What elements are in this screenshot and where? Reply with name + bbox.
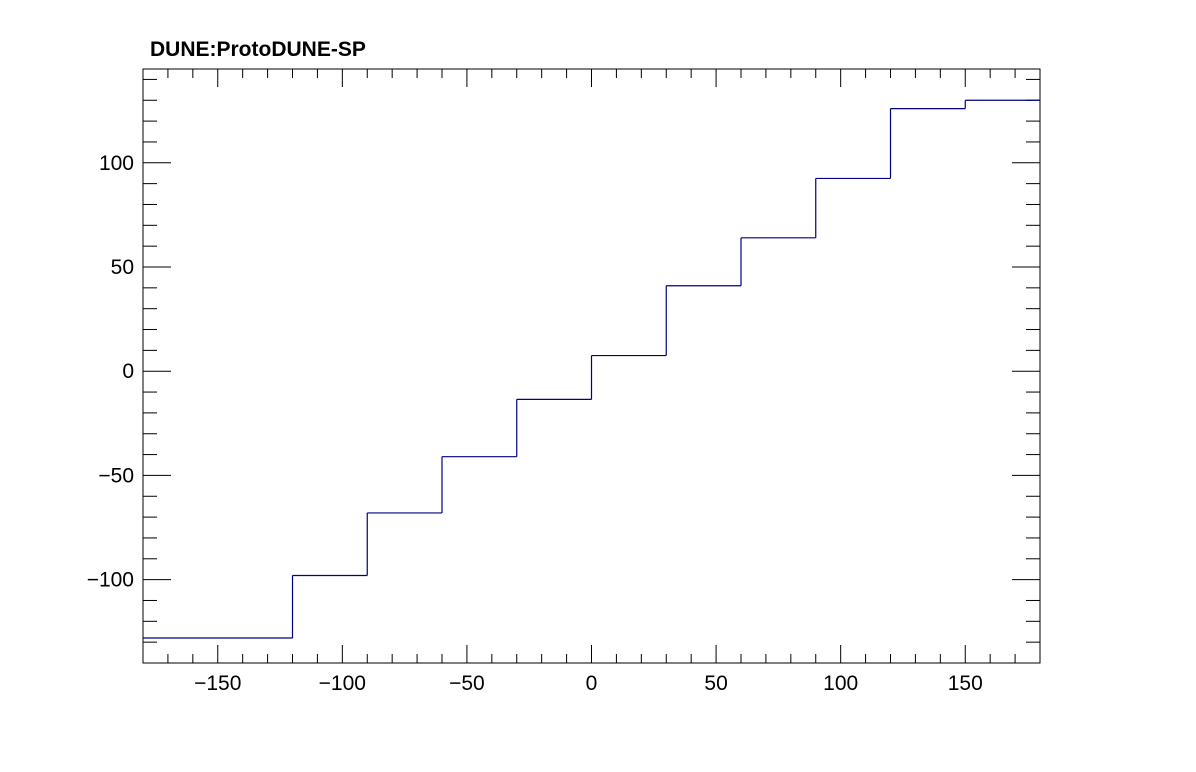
x-tick-label: −150 — [194, 672, 241, 695]
x-tick-label: 50 — [704, 672, 727, 695]
chart-title: DUNE:ProtoDUNE-SP — [150, 38, 366, 61]
tick-labels: −150 −100 −50 0 50 100 150 −100 −50 0 50 100 — [87, 152, 983, 695]
x-tick-label: 150 — [948, 672, 983, 695]
plot-frame — [142, 68, 1041, 664]
y-tick-label: 50 — [111, 256, 134, 279]
y-tick-label: 0 — [122, 360, 134, 383]
x-tick-label: 100 — [823, 672, 858, 695]
x-tick-label: −50 — [449, 672, 485, 695]
y-tick-label: 100 — [99, 152, 134, 175]
y-tick-label: −100 — [87, 569, 134, 592]
y-tick-label: −50 — [98, 464, 134, 487]
x-tick-label: −100 — [319, 672, 366, 695]
plot-series — [143, 99, 1040, 639]
x-tick-label: 0 — [586, 672, 598, 695]
